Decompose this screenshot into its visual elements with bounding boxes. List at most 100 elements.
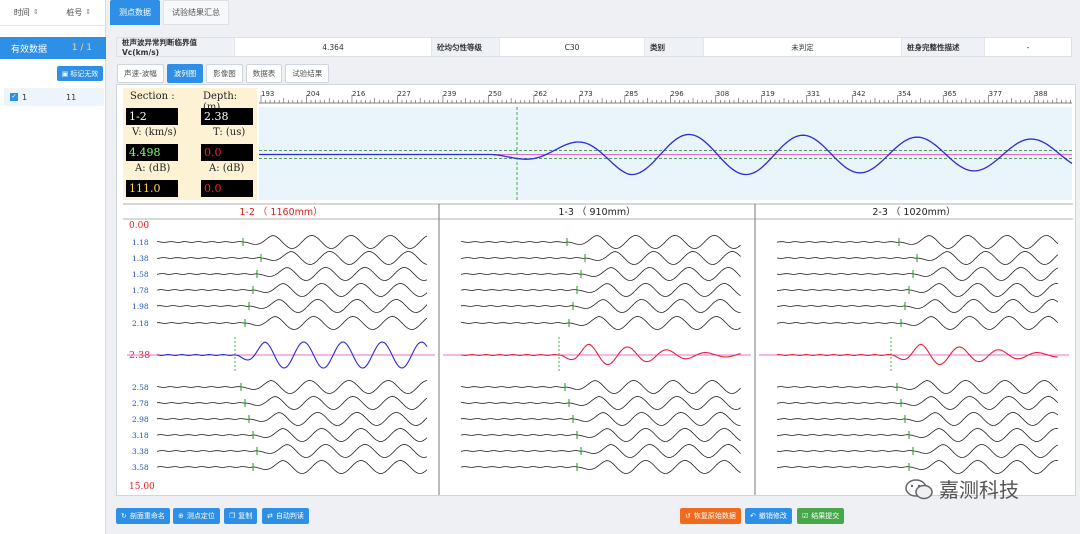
first-arrival-waveform bbox=[259, 133, 1073, 176]
ruler-tick-label: 365 bbox=[943, 90, 956, 98]
wave-trace[interactable] bbox=[460, 412, 741, 426]
auto-judge-button[interactable]: ⇄ 自动判读 bbox=[262, 508, 309, 524]
selected-wave-trace[interactable] bbox=[460, 343, 741, 365]
ruler-tick-label: 285 bbox=[625, 90, 638, 98]
wave-trace[interactable] bbox=[156, 412, 428, 426]
ruler-tick-label: 193 bbox=[261, 90, 274, 98]
wave-trace[interactable] bbox=[157, 235, 428, 249]
wave-trace[interactable] bbox=[776, 460, 1058, 474]
wave-trace[interactable] bbox=[776, 396, 1059, 410]
time-label: T: (us) bbox=[213, 127, 246, 138]
wave-trace[interactable] bbox=[156, 428, 428, 442]
wave-trace[interactable] bbox=[776, 412, 1059, 426]
ruler-tick-label: 354 bbox=[898, 90, 912, 98]
rename-section-button[interactable]: ↻ 剖面重命名 bbox=[116, 508, 170, 524]
waveform-background bbox=[259, 107, 1072, 200]
wave-trace[interactable] bbox=[460, 460, 741, 474]
valid-data-row[interactable]: 有效数据 1 / 1 bbox=[0, 37, 106, 59]
wave-trace[interactable] bbox=[460, 380, 741, 394]
wave-trace[interactable] bbox=[776, 283, 1058, 297]
tab-test-result[interactable]: 试验结果 bbox=[285, 64, 330, 83]
wave-trace[interactable] bbox=[156, 396, 428, 410]
wave-trace[interactable] bbox=[461, 396, 741, 410]
wave-trace[interactable] bbox=[776, 380, 1059, 394]
wave-trace[interactable] bbox=[156, 460, 428, 474]
section-title[interactable]: 1-2 （ 1160mm） bbox=[239, 206, 322, 218]
sort-icon[interactable]: ⇕ bbox=[32, 8, 39, 16]
ruler-tick-label: 388 bbox=[1034, 90, 1047, 98]
wave-trace[interactable] bbox=[156, 299, 428, 313]
selected-wave-trace[interactable] bbox=[776, 343, 1058, 365]
wave-trace[interactable] bbox=[156, 444, 428, 458]
watermark: 嘉测科技 bbox=[905, 474, 1019, 503]
wave-trace[interactable] bbox=[156, 283, 428, 297]
tab-data-table[interactable]: 数据表 bbox=[245, 64, 283, 83]
sort-time-header[interactable]: 时间 ⇕ bbox=[0, 7, 53, 18]
wechat-icon bbox=[905, 478, 933, 499]
row-value: 11 bbox=[66, 92, 77, 102]
ruler-tick-label: 239 bbox=[443, 90, 456, 98]
selected-wave-trace[interactable] bbox=[156, 341, 428, 369]
ruler-tick-label: 296 bbox=[670, 90, 684, 98]
wave-trace[interactable] bbox=[461, 235, 741, 249]
locate-point-button[interactable]: ⊕ 测点定位 bbox=[173, 508, 220, 524]
wave-trace[interactable] bbox=[460, 283, 741, 297]
depth-label: 1.98 bbox=[132, 302, 149, 311]
wave-trace[interactable] bbox=[156, 380, 428, 394]
mark-invalid-button[interactable]: ▣ 标记无效 bbox=[57, 66, 103, 81]
locate-label: 测点定位 bbox=[186, 512, 215, 520]
wave-trace[interactable] bbox=[460, 444, 741, 458]
undo-icon: ↶ bbox=[750, 512, 756, 520]
left-panel-header: 时间 ⇕ 桩号 ⇕ bbox=[0, 0, 105, 26]
wave-trace[interactable] bbox=[156, 267, 428, 281]
wave-trace[interactable] bbox=[156, 251, 428, 265]
copy-button[interactable]: ❐ 复制 bbox=[224, 508, 258, 524]
integrity-value: - bbox=[1026, 42, 1030, 52]
depth-label: 3.38 bbox=[132, 447, 149, 456]
wave-trace[interactable] bbox=[776, 428, 1058, 442]
wave-trace[interactable] bbox=[156, 316, 428, 330]
wave-trace[interactable] bbox=[776, 444, 1058, 458]
uniformity-grade-label: 砼均匀性等级 bbox=[432, 38, 500, 56]
submit-result-button[interactable]: ☑ 结果提交 bbox=[797, 508, 845, 524]
rename-label: 剖面重命名 bbox=[129, 512, 165, 520]
tab-wave-train[interactable]: 波列图 bbox=[166, 64, 204, 83]
section-title[interactable]: 2-3 （ 1020mm） bbox=[872, 206, 955, 218]
tab-image[interactable]: 影像图 bbox=[206, 64, 243, 83]
wave-canvas[interactable]: 193 204 216 227 239 250 262 273 285 296 308 319 331 3… bbox=[117, 85, 1075, 495]
sort-icon[interactable]: ⇕ bbox=[85, 8, 92, 16]
wave-trace[interactable] bbox=[460, 267, 741, 281]
watermark-text: 嘉测科技 bbox=[939, 478, 1019, 502]
depth-label: 2.78 bbox=[132, 399, 149, 408]
checkbox-checked-icon[interactable]: ✓ bbox=[10, 93, 18, 101]
depth-label: 2.98 bbox=[132, 415, 149, 424]
velocity-value: 4.498 bbox=[126, 144, 178, 161]
wave-trace[interactable] bbox=[776, 267, 1058, 281]
restore-original-button[interactable]: ↺ 恢复原始数据 bbox=[680, 508, 741, 524]
restore-label: 恢复原始数据 bbox=[693, 512, 736, 520]
wave-trace[interactable] bbox=[460, 299, 741, 313]
ruler-tick-label: 273 bbox=[579, 90, 592, 98]
wave-trace[interactable] bbox=[776, 299, 1059, 313]
tab-result-summary[interactable]: 试验结果汇总 bbox=[163, 0, 229, 25]
section-label: Section : bbox=[130, 91, 175, 102]
copy-icon: ❐ bbox=[229, 512, 236, 520]
time-value: 0.0 bbox=[201, 144, 253, 161]
section-value: 1-2 bbox=[126, 108, 178, 125]
sort-pile-header[interactable]: 桩号 ⇕ bbox=[53, 7, 106, 18]
sub-tabs: 声速-波幅 波列图 影像图 数据表 试验结果 bbox=[117, 64, 330, 83]
wave-trace[interactable] bbox=[460, 251, 741, 265]
amplitude2-value: 0.0 bbox=[201, 180, 253, 197]
ruler-tick-label: 342 bbox=[852, 90, 865, 98]
list-item[interactable]: ✓ 1 11 bbox=[4, 88, 104, 106]
undo-button[interactable]: ↶ 撤销修改 bbox=[745, 508, 792, 524]
wave-trace[interactable] bbox=[776, 316, 1059, 330]
wave-trace[interactable] bbox=[776, 235, 1059, 249]
tab-velocity-amplitude[interactable]: 声速-波幅 bbox=[117, 64, 164, 83]
tab-point-data[interactable]: 测点数据 bbox=[110, 0, 160, 25]
wave-trace[interactable] bbox=[460, 428, 741, 442]
integrity-label: 桩身完整性描述 bbox=[902, 38, 985, 56]
section-title[interactable]: 1-3 （ 910mm） bbox=[558, 206, 635, 218]
wave-trace[interactable] bbox=[461, 316, 741, 330]
ruler-background bbox=[259, 88, 1072, 106]
